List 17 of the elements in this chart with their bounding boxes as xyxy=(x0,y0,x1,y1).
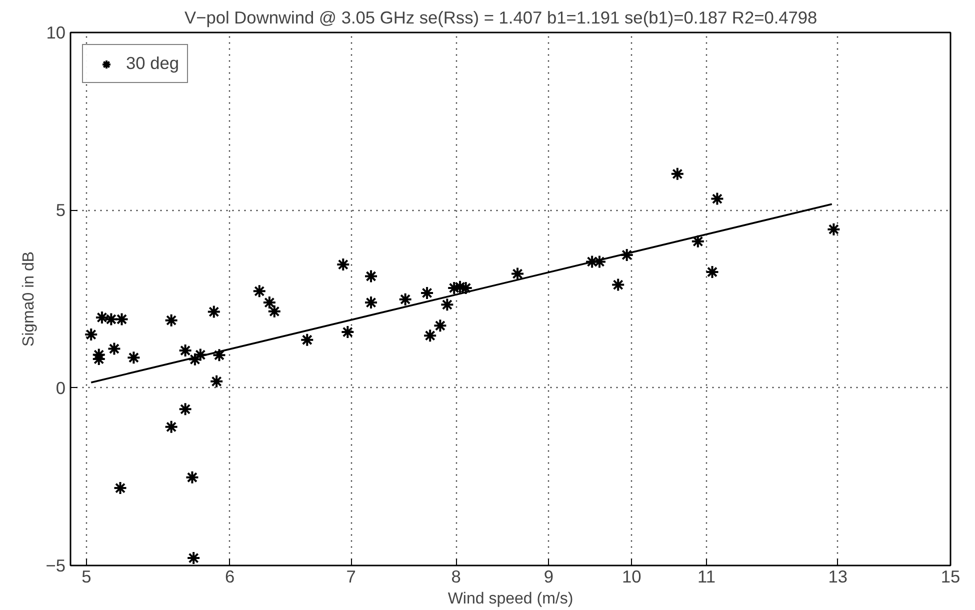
x-tick-label: 10 xyxy=(622,566,642,586)
y-tick-label: 10 xyxy=(46,22,66,42)
legend-label: 30 deg xyxy=(126,53,179,74)
x-tick-label: 5 xyxy=(82,566,92,586)
x-tick-label: 8 xyxy=(451,566,461,586)
x-tick-label: 11 xyxy=(698,566,716,586)
y-tick-label: 0 xyxy=(56,378,66,398)
x-tick-label: 15 xyxy=(940,566,960,586)
y-tick-label: −5 xyxy=(46,556,66,576)
x-tick-label: 7 xyxy=(346,566,356,586)
x-axis-title: Wind speed (m/s) xyxy=(448,590,574,608)
y-tick-label: 5 xyxy=(56,200,66,220)
y-axis-title: Sigma0 in dB xyxy=(20,251,38,347)
x-tick-label: 6 xyxy=(224,566,235,586)
x-tick-label: 9 xyxy=(544,566,554,586)
x-tick-label: 13 xyxy=(828,566,848,586)
chart-title: V−pol Downwind @ 3.05 GHz se(Rss) = 1.407 b1=1.191 se(b1)=0.187 R2=0.4798 xyxy=(184,8,818,28)
